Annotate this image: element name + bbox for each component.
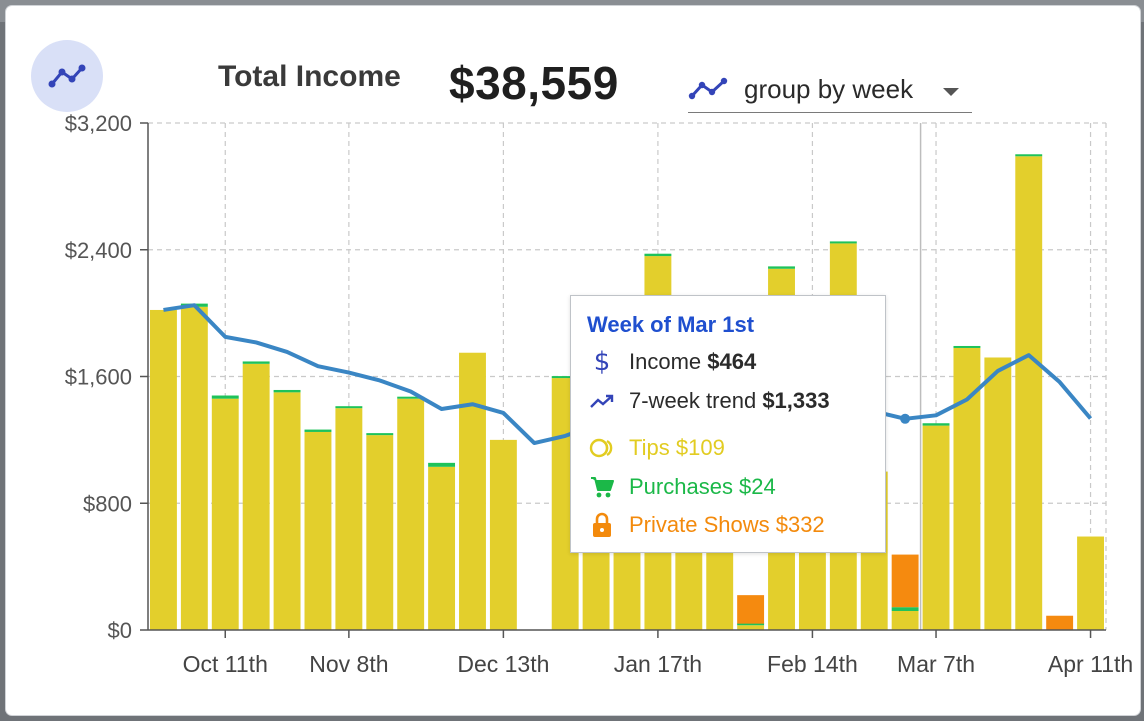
tips-bar <box>922 425 950 630</box>
tips-bar <box>273 392 301 630</box>
tips-bar <box>304 431 332 630</box>
purchases-bar <box>335 406 363 409</box>
purchases-bar <box>922 423 950 426</box>
trend-value: $1,333 <box>762 388 830 413</box>
y-tick-label: $2,400 <box>65 238 132 263</box>
private-shows-text: Private Shows $332 <box>629 512 825 537</box>
trending-up-icon <box>587 388 617 414</box>
tooltip-title: Week of Mar 1st <box>587 312 755 337</box>
chevron-down-icon <box>942 84 960 102</box>
tooltip-purchases-row: Purchases $24 <box>587 474 776 500</box>
total-income-value: $38,559 <box>449 57 619 109</box>
tooltip-tips-row: Tips $109 <box>587 435 725 461</box>
tips-bar <box>150 309 177 630</box>
tooltip-trend-row: 7-week trend $1,333 <box>587 388 830 414</box>
lock-icon <box>587 512 617 538</box>
purchases-bar <box>428 462 456 467</box>
x-tick-label: Dec 13th <box>457 651 549 677</box>
purchases-bar <box>242 361 270 364</box>
cart-icon <box>587 474 617 500</box>
tips-bar <box>335 408 363 630</box>
x-tick-label: Mar 7th <box>897 651 975 677</box>
purchases-bar <box>304 429 332 432</box>
dollar-icon: $ <box>593 347 611 377</box>
group-by-value: group by week <box>744 73 914 104</box>
tips-bar <box>459 352 486 630</box>
purchases-bar <box>273 389 301 393</box>
private-shows-bar <box>891 554 919 608</box>
chart-tooltip: Week of Mar 1st $ Income $464 7-week tre… <box>570 295 886 553</box>
y-tick-label: $800 <box>83 491 132 516</box>
tips-bar <box>489 439 517 630</box>
tips-bar <box>891 610 919 630</box>
tooltip-income-row: $ Income $464 <box>587 347 757 377</box>
trend-icon <box>31 40 103 112</box>
purchases-bar <box>953 345 981 348</box>
private-shows-bar <box>1046 615 1074 630</box>
purchases-bar <box>397 396 425 399</box>
trend-highlight-point <box>900 413 911 424</box>
purchases-bar <box>737 623 765 626</box>
purchases-text: Purchases $24 <box>629 474 776 499</box>
chart-axes: $0 $800 $1,600 $2,400 $3,200 Oct 11th Nov 8th D… <box>65 111 1133 677</box>
income-value: $464 <box>707 349 757 374</box>
tooltip-private-row: Private Shows $332 <box>587 512 825 538</box>
tips-bar <box>984 357 1012 630</box>
tips-bar <box>180 306 208 630</box>
purchases-bar <box>366 433 394 436</box>
x-tick-label: Feb 14th <box>767 651 858 677</box>
tips-text: Tips $109 <box>629 435 725 460</box>
income-label: Income <box>629 349 702 374</box>
purchases-bar <box>891 607 919 611</box>
tips-bar <box>242 363 270 630</box>
purchases-bar <box>551 376 579 379</box>
tips-bar <box>428 466 456 630</box>
purchases-bar <box>768 266 795 269</box>
tips-bar <box>211 398 239 630</box>
y-tick-label: $0 <box>108 618 132 643</box>
trend-label: 7-week trend <box>629 388 757 413</box>
group-by-select[interactable]: group by week <box>688 66 972 113</box>
purchases-bar <box>1015 154 1043 157</box>
private-shows-bar <box>737 595 765 624</box>
y-tick-label: $1,600 <box>65 365 132 390</box>
trend-line-icon <box>688 74 732 104</box>
purchases-bar <box>644 253 672 257</box>
y-tick-label: $3,200 <box>65 111 132 136</box>
coins-icon <box>587 435 617 461</box>
tips-bar <box>1077 536 1104 630</box>
x-tick-label: Jan 17th <box>614 651 702 677</box>
tips-bar <box>1015 156 1043 630</box>
tips-bar <box>366 435 394 630</box>
purchases-bar <box>829 241 857 244</box>
tips-bar <box>953 347 981 630</box>
tips-bar <box>397 398 425 630</box>
page-title: Total Income <box>218 60 401 93</box>
x-tick-label: Nov 8th <box>309 651 388 677</box>
x-tick-label: Oct 11th <box>183 651 268 677</box>
purchases-bar <box>211 395 239 399</box>
tips-bar <box>737 625 765 630</box>
x-tick-label: Apr 11th <box>1048 651 1133 677</box>
